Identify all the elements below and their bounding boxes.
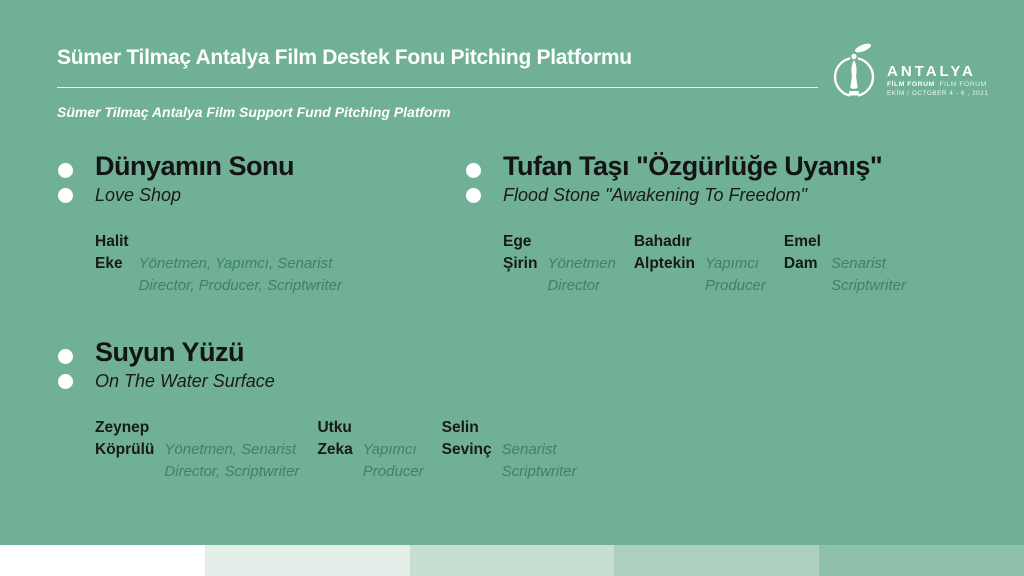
film-title-tr: Tufan Taşı "Özgürlüğe Uyanış" (503, 151, 883, 181)
logo-text: ANTALYA FİLM FORUM FILM FORUM EKİM / OCT… (887, 64, 988, 98)
credit-person: Bahadır Alptekin Yapımcı Producer (634, 231, 766, 297)
person-roles: Yönetmen, Senarist Director, Scriptwrite… (164, 440, 300, 480)
palette-swatch (819, 545, 1024, 576)
credit-person: Utku Zeka Yapımcı Producer (317, 417, 423, 483)
palette-swatch (614, 545, 820, 576)
film-title-tr: Dünyamın Sonu (95, 151, 295, 181)
bullet-column (50, 338, 95, 483)
antalya-film-forum-logo: ANTALYA FİLM FORUM FILM FORUM EKİM / OCT… (832, 40, 988, 104)
person-name: Utku Zeka (317, 418, 353, 458)
person-roles: Senarist Scriptwriter (501, 440, 577, 480)
person-name: Selin Sevinç (441, 418, 492, 458)
person-roles: Yönetmen, Yapımcı, Senarist Director, Pr… (138, 254, 342, 294)
person-roles: Yönetmen Director (547, 254, 616, 294)
bullet-dot-icon (58, 374, 73, 389)
page-title: Sümer Tilmaç Antalya Film Destek Fonu Pi… (57, 46, 632, 69)
page-subtitle: Sümer Tilmaç Antalya Film Support Fund P… (57, 104, 451, 120)
bullet-dot-icon (466, 163, 481, 178)
palette-swatch (409, 545, 615, 576)
film-title-en: Flood Stone "Awakening To Freedom" (503, 184, 807, 205)
person-roles: Yapımcı Producer (362, 440, 424, 480)
credits-row: Ege Şirin Yönetmen Director Bahadır Alpt… (503, 231, 906, 297)
logo-date-line: EKİM / OCTOBER 4 - 6 , 2021 (887, 90, 989, 98)
person-name: Ege Şirin (503, 232, 538, 272)
palette-swatch (0, 545, 205, 576)
person-name: Zeynep Köprülü (95, 418, 155, 458)
person-name: Bahadır Alptekin (633, 232, 695, 272)
person-roles: Yapımcı Producer (705, 254, 766, 294)
credit-person: Emel Dam Senarist Scriptwriter (784, 231, 906, 297)
film-title-en: Love Shop (95, 184, 182, 205)
film-entry-dunyamin-sonu: Dünyamın Sonu Love Shop Halit Eke Yönetm… (50, 151, 342, 297)
palette-swatch (204, 545, 410, 576)
film-title-en: On The Water Surface (95, 370, 275, 391)
credit-person: Selin Sevinç Senarist Scriptwriter (442, 417, 577, 483)
bottom-palette-strip (0, 545, 1024, 576)
person-name: Halit Eke (95, 232, 129, 272)
credit-person: Ege Şirin Yönetmen Director (503, 231, 616, 297)
statue-circle-leaf-icon (832, 40, 880, 104)
bullet-dot-icon (58, 163, 73, 178)
bullet-dot-icon (58, 349, 73, 364)
person-name: Emel Dam (783, 232, 821, 272)
logo-forum-line: FİLM FORUM FILM FORUM (887, 81, 987, 88)
bullet-column (50, 152, 95, 297)
credit-person: Zeynep Köprülü Yönetmen, Senarist Direct… (95, 417, 299, 483)
credits-row: Zeynep Köprülü Yönetmen, Senarist Direct… (95, 417, 577, 483)
bullet-dot-icon (466, 188, 481, 203)
film-entry-suyun-yuzu: Suyun Yüzü On The Water Surface Zeynep K… (50, 337, 577, 483)
bullet-column (458, 152, 503, 297)
credits-row: Halit Eke Yönetmen, Yapımcı, Senarist Di… (95, 231, 342, 297)
logo-wordmark: ANTALYA (887, 63, 976, 80)
film-entry-tufan-tasi: Tufan Taşı "Özgürlüğe Uyanış" Flood Ston… (458, 151, 906, 297)
header-divider (57, 87, 818, 88)
person-roles: Senarist Scriptwriter (830, 254, 906, 294)
credit-person: Halit Eke Yönetmen, Yapımcı, Senarist Di… (95, 231, 342, 297)
film-title-tr: Suyun Yüzü (95, 337, 245, 367)
bullet-dot-icon (58, 188, 73, 203)
